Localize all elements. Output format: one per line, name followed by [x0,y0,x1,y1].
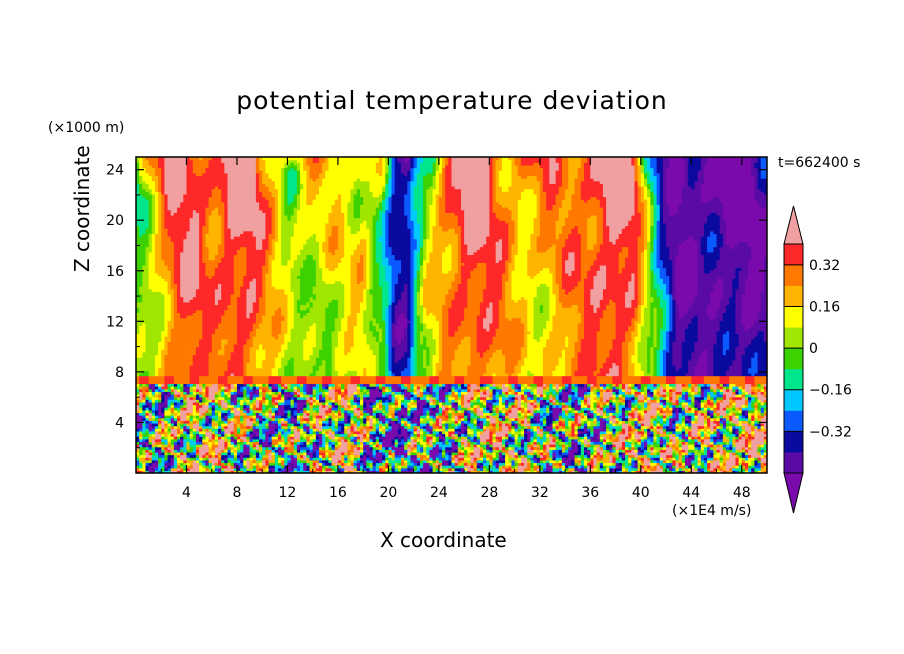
plot-area [136,157,768,474]
contour-chart: 4 8 12 16 20 24 28 32 36 40 44 48 4812162024 0.320.… [0,0,904,654]
